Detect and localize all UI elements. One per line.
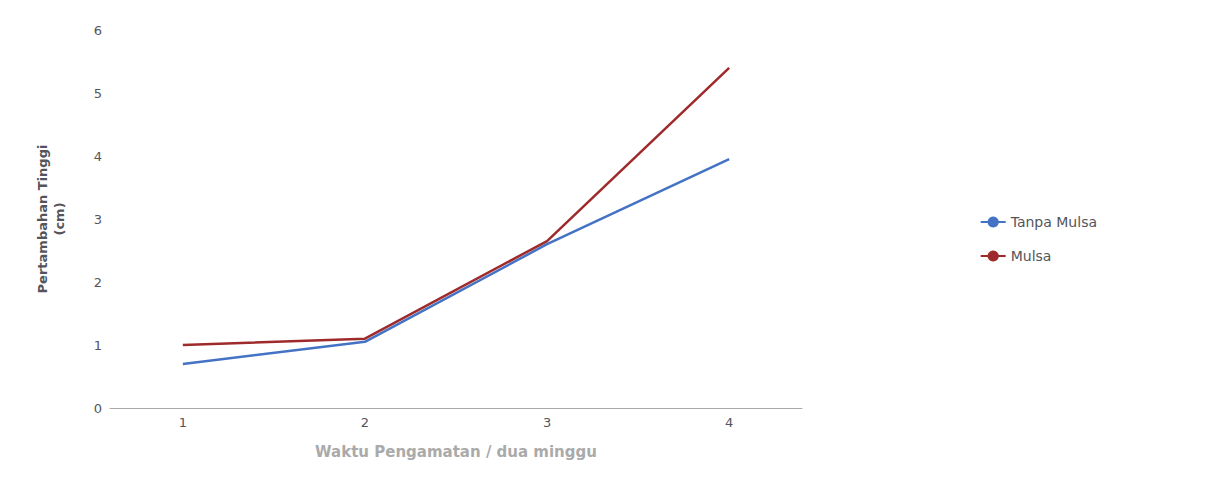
svg-text:4: 4 (94, 149, 102, 164)
svg-text:0: 0 (94, 401, 102, 416)
svg-text:3: 3 (543, 415, 551, 430)
svg-text:1: 1 (179, 415, 187, 430)
svg-text:Tanpa Mulsa: Tanpa Mulsa (1010, 214, 1097, 230)
svg-text:2: 2 (94, 275, 102, 290)
svg-text:Waktu Pengamatan / dua minggu: Waktu Pengamatan / dua minggu (315, 443, 597, 461)
svg-text:5: 5 (94, 86, 102, 101)
svg-text:3: 3 (94, 212, 102, 227)
svg-text:1: 1 (94, 338, 102, 353)
svg-text:2: 2 (361, 415, 369, 430)
svg-text:4: 4 (725, 415, 733, 430)
svg-text:6: 6 (94, 23, 102, 38)
svg-text:(cm): (cm) (52, 202, 67, 235)
svg-text:Pertambahan Tinggi: Pertambahan Tinggi (35, 145, 50, 294)
svg-text:Mulsa: Mulsa (1011, 248, 1052, 264)
